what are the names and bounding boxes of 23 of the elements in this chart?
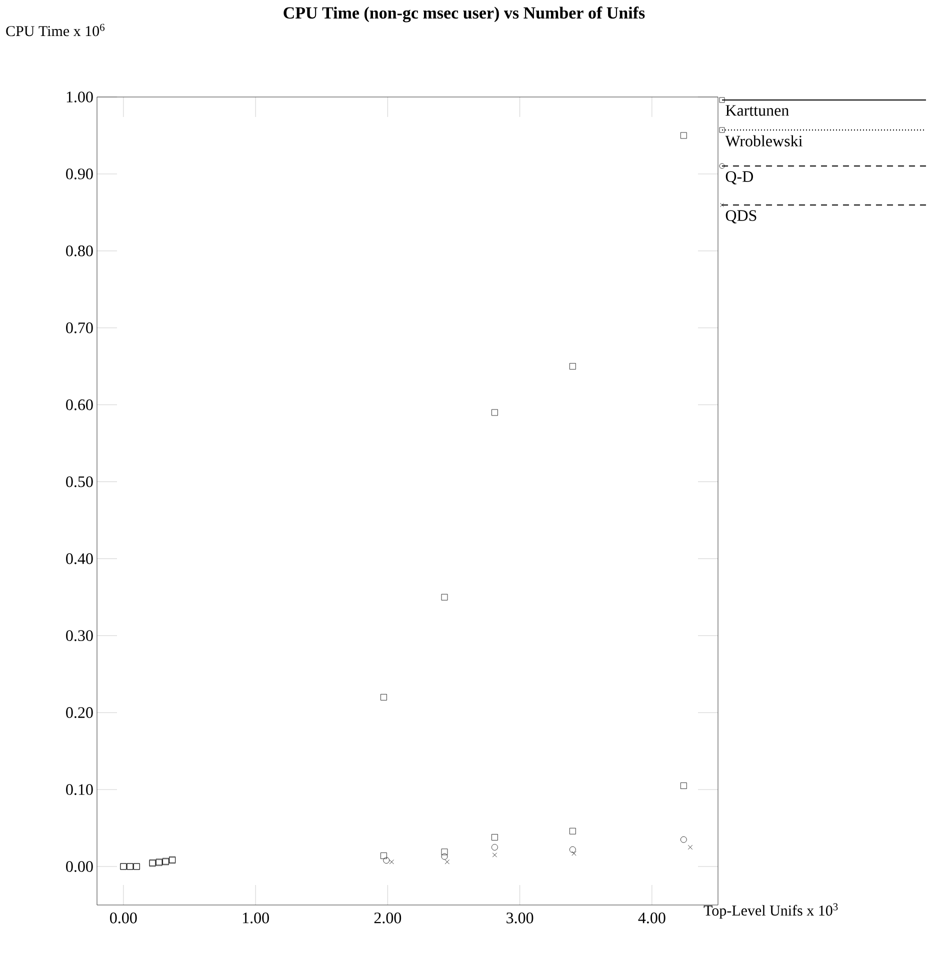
y-tick-label: 0.80 — [66, 245, 93, 256]
x-tick-label: 2.00 — [374, 912, 402, 924]
legend-label: Wroblewski — [725, 135, 802, 147]
y-tick-label: 0.60 — [66, 399, 93, 410]
y-tick-label: 0.20 — [66, 707, 93, 718]
x-tick-label: 1.00 — [242, 912, 269, 924]
legend-label: QDS — [726, 210, 756, 224]
y-tick-label: 0.70 — [66, 322, 93, 334]
legend-label: Q-D — [726, 171, 753, 184]
y-tick-label: 1.00 — [66, 92, 93, 102]
y-axis-title: CPU Time x 10$^{6}$ — [6, 24, 105, 36]
y-tick-label: 0.30 — [66, 630, 93, 642]
x-axis-title: Top-Level Unifs x 10$^{3}$ — [704, 903, 838, 919]
y-tick-label: 0.90 — [66, 168, 93, 180]
legend-label: Karttunen — [726, 105, 789, 116]
chart-title: CPU Time (non-gc msec user) vs Number of Unifs — [284, 6, 645, 22]
y-tick-label: 0.50 — [66, 476, 93, 488]
y-tick-label: 0.00 — [66, 861, 93, 872]
x-tick-label: 0.00 — [110, 912, 137, 924]
x-tick-label: 3.00 — [506, 912, 534, 924]
x-tick-label: 4.00 — [638, 912, 666, 924]
y-tick-label: 0.10 — [66, 784, 93, 795]
y-tick-label: 0.40 — [66, 553, 93, 564]
